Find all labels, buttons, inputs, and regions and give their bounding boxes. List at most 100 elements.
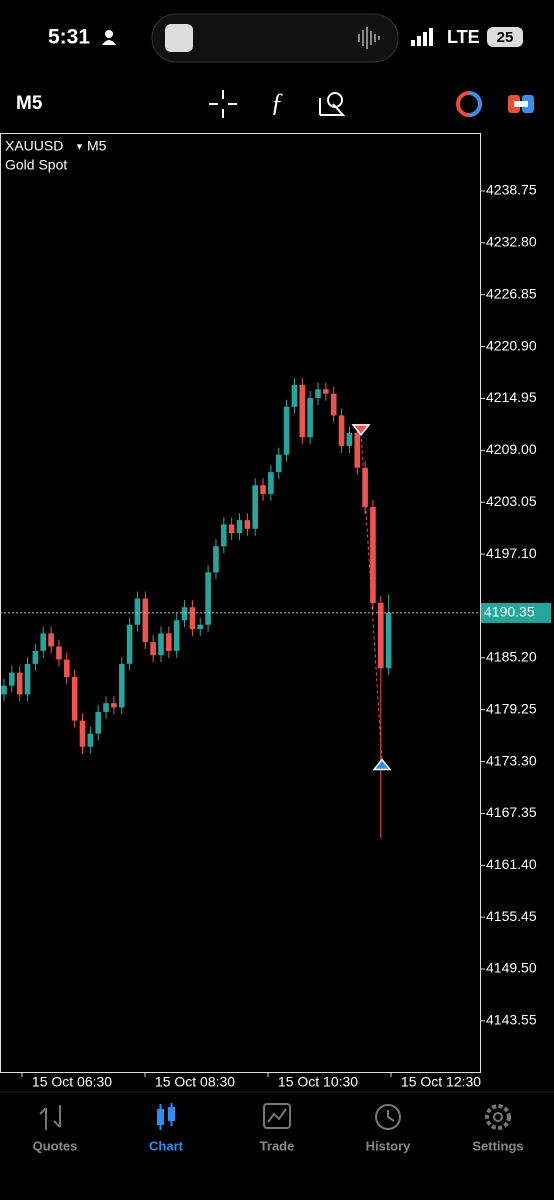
- candle-body: [299, 384, 306, 438]
- waveform: [358, 27, 380, 49]
- battery-level: 25: [497, 29, 514, 46]
- signal-icon: [411, 28, 433, 46]
- account-button[interactable]: [456, 91, 482, 117]
- candle-body: [142, 598, 149, 643]
- trade-line: [360, 432, 383, 762]
- candle-body: [260, 485, 266, 494]
- candle-body: [228, 524, 235, 534]
- candle-body: [244, 520, 251, 529]
- chart-icon: [157, 1103, 175, 1130]
- timeframe-button[interactable]: M5: [16, 93, 43, 114]
- y-tick-label: 4226.85: [486, 285, 537, 301]
- candle-body: [291, 384, 298, 407]
- y-tick-label: 4143.55: [486, 1012, 537, 1028]
- y-tick-label: 4155.45: [486, 908, 537, 924]
- tab-label[interactable]: History: [366, 1138, 412, 1153]
- candle-body: [1, 685, 7, 695]
- candle-body: [181, 607, 188, 621]
- candle-body: [362, 467, 368, 507]
- candle-body: [197, 624, 204, 630]
- candle-body: [354, 432, 361, 468]
- dynamic-island: [151, 13, 399, 63]
- tab-label[interactable]: Settings: [472, 1138, 523, 1153]
- sell-arrow: [351, 424, 371, 437]
- y-tick-label: 4220.90: [486, 337, 537, 353]
- candle-body: [338, 415, 345, 446]
- candle-body: [87, 733, 94, 747]
- chart-frame: [0, 133, 481, 1073]
- x-tick-label: 15 Oct 12:30: [401, 1074, 481, 1090]
- candle-body: [370, 506, 376, 603]
- candle-body: [213, 546, 219, 573]
- x-tick-label: 15 Oct 08:30: [155, 1074, 235, 1090]
- candle-body: [32, 650, 39, 664]
- candle-body: [252, 485, 258, 529]
- indicators-button[interactable]: ƒ: [271, 88, 284, 117]
- dropdown-caret: ▼: [75, 141, 84, 151]
- candle-body: [283, 406, 290, 455]
- candle-body: [56, 646, 62, 660]
- trade-button[interactable]: [508, 95, 534, 113]
- current-price-box: [481, 602, 551, 623]
- candle-body: [150, 642, 156, 656]
- candle-body: [166, 633, 172, 651]
- objects-button[interactable]: [319, 92, 346, 116]
- x-tick-label: 15 Oct 06:30: [32, 1074, 112, 1090]
- candle-body: [205, 572, 211, 625]
- x-tick-label: 15 Oct 10:30: [278, 1074, 358, 1090]
- battery: [487, 27, 523, 47]
- symbol: XAUUSD: [5, 138, 63, 154]
- candle-body: [111, 703, 117, 708]
- candle-body: [275, 454, 282, 473]
- y-tick-label: 4185.20: [486, 649, 537, 665]
- y-tick-label: 4203.05: [486, 493, 537, 509]
- candle-body: [330, 393, 337, 416]
- candle-body: [385, 612, 392, 669]
- candle-body: [189, 607, 196, 630]
- candle-body: [64, 659, 70, 677]
- network: LTE: [447, 27, 480, 47]
- y-tick-label: 4197.10: [486, 545, 537, 561]
- y-tick-label: 4173.30: [486, 752, 537, 768]
- candle-body: [236, 520, 243, 534]
- y-tick-label: 4161.40: [486, 856, 537, 872]
- candle-body: [158, 633, 164, 656]
- music-icon: [165, 24, 193, 52]
- y-tick-label: 4167.35: [486, 804, 537, 820]
- person-icon: [105, 30, 113, 38]
- candle-body: [378, 602, 384, 669]
- candle-body: [118, 663, 125, 708]
- tab-label[interactable]: Quotes: [33, 1138, 78, 1153]
- y-tick-label: 4179.25: [486, 700, 537, 716]
- tab-label[interactable]: Trade: [260, 1138, 295, 1153]
- candle-body: [307, 398, 313, 438]
- candle-body: [126, 624, 133, 664]
- y-tick-label: 4214.95: [486, 389, 537, 405]
- tab-label[interactable]: Chart: [149, 1138, 184, 1153]
- chart-timeframe: M5: [87, 138, 107, 154]
- candle-body: [16, 672, 23, 695]
- y-tick-label: 4238.75: [486, 182, 537, 198]
- candle-body: [315, 389, 321, 399]
- plot: 4238.75 4232.80 4226.85 4220.90 4214.95 4209.…: [0, 182, 551, 1090]
- candle-body: [103, 703, 109, 712]
- y-tick-label: 4232.80: [486, 234, 537, 250]
- candle-body: [79, 720, 86, 747]
- candle-body: [48, 633, 54, 647]
- candle-body: [323, 389, 329, 394]
- y-tick-label: 4149.50: [486, 960, 537, 976]
- candle-body: [134, 598, 141, 625]
- candle-body: [95, 711, 101, 734]
- candle-body: [71, 676, 78, 721]
- candle-body: [346, 432, 353, 446]
- candle-body: [221, 524, 227, 547]
- trade-icon: [263, 1103, 291, 1129]
- crosshair-button[interactable]: [209, 90, 237, 118]
- person-icon: [102, 40, 116, 45]
- quotes-icon: [39, 1105, 61, 1130]
- current-price-label: 4190.35: [484, 604, 535, 620]
- buy-arrow: [372, 758, 392, 771]
- clock: 5:31: [48, 26, 90, 49]
